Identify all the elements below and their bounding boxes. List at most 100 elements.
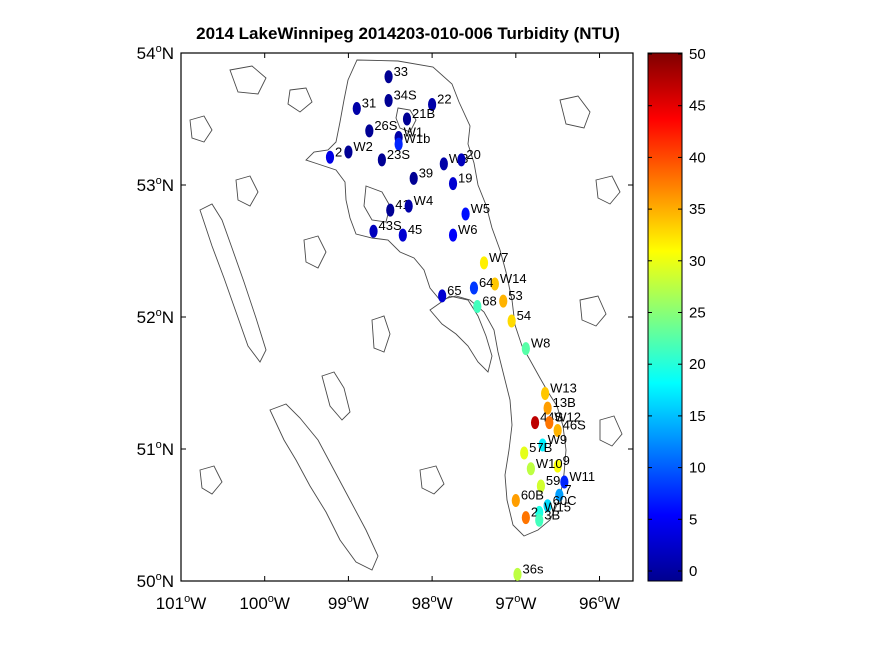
station-label: W8 <box>531 336 551 351</box>
y-tick-label-deg: 50 <box>137 572 156 591</box>
x-tick-label-degree-sign: o <box>514 593 520 605</box>
station-33: 33 <box>384 64 408 84</box>
station-label: 68 <box>482 293 496 308</box>
station-marker <box>377 153 386 167</box>
station-markers: 333134S2221B26SW1W1b2W223SW320391941W4W5… <box>325 64 595 581</box>
station-label: W11 <box>569 469 595 484</box>
colorbar-tick-label: 20 <box>689 356 706 373</box>
station-W15: W15 <box>535 499 571 519</box>
map-axes: 101oW 100oW 99oW 98oW 97oW 96oW 54oN53oN52oN5… <box>137 43 634 613</box>
station-marker <box>428 97 437 111</box>
colorbar-tick-label: 30 <box>689 253 706 270</box>
y-tick-label-hemisphere: N <box>162 44 174 63</box>
station-label: 36s <box>522 561 543 576</box>
station-label: 9 <box>563 453 570 468</box>
station-label: 60C <box>553 493 577 508</box>
station-43S: 43S <box>369 218 402 238</box>
colorbar-tick-label: 15 <box>689 408 706 425</box>
island-peninsula <box>363 185 391 223</box>
station-marker <box>438 289 447 303</box>
colorbar-tick-label: 45 <box>689 98 706 115</box>
station-marker <box>535 513 544 527</box>
y-tick-label-degree-sign: o <box>156 571 162 583</box>
x-tick-label: 96oW <box>579 593 620 613</box>
station-W12: W12 <box>545 410 581 430</box>
x-tick-label: 101oW <box>156 593 207 613</box>
station-label: W4 <box>414 193 434 208</box>
x-tick-label: 98oW <box>412 593 453 613</box>
station-marker <box>538 438 547 452</box>
station-marker <box>513 567 522 581</box>
station-marker <box>530 416 540 430</box>
station-21B: 21B <box>402 106 435 126</box>
y-tick-label-deg: 54 <box>137 44 156 63</box>
y-tick-label-hemisphere: N <box>162 440 174 459</box>
station-label: 2 <box>335 144 342 159</box>
station-marker <box>511 493 520 507</box>
station-W2: W2 <box>344 139 373 159</box>
station-36s: 36s <box>513 561 544 581</box>
station-54: 54 <box>507 308 531 328</box>
station-label: 54 <box>517 308 531 323</box>
station-22: 22 <box>428 91 452 111</box>
station-57B: 57B <box>520 440 552 460</box>
y-tick-label-deg: 52 <box>137 308 156 327</box>
station-marker <box>520 446 529 460</box>
station-label: 60B <box>521 487 544 502</box>
lake-south-1 <box>419 465 445 495</box>
y-tick-label-deg: 53 <box>137 176 156 195</box>
x-tick-label: 100oW <box>239 593 290 613</box>
station-marker <box>490 277 499 291</box>
lake-east-3 <box>579 295 607 327</box>
x-tick-label-degree-sign: o <box>184 593 190 605</box>
station-20: 20 <box>457 147 481 167</box>
y-tick-label-hemisphere: N <box>162 572 174 591</box>
x-tick-label-degree-sign: o <box>268 593 274 605</box>
station-label: W1 <box>404 124 424 139</box>
station-marker <box>553 459 562 473</box>
colorbar-gradient <box>647 52 683 582</box>
station-label: 46S <box>563 418 586 433</box>
lake-west-1 <box>321 371 351 421</box>
station-marker <box>394 137 403 151</box>
station-label: 7 <box>564 482 571 497</box>
x-tick-label-degree-sign: o <box>430 593 436 605</box>
lake-west-4 <box>235 175 259 207</box>
station-7: 7 <box>555 482 572 502</box>
station-label: W15 <box>544 499 571 514</box>
station-marker <box>398 228 407 242</box>
station-label: 59 <box>546 473 560 488</box>
station-label: W12 <box>554 410 581 425</box>
station-46S: 46S <box>553 418 586 438</box>
station-label: 65 <box>447 283 461 298</box>
station-60B: 60B <box>511 487 544 507</box>
station-marker <box>325 150 335 164</box>
station-label: 3B <box>544 507 560 522</box>
station-marker <box>386 203 395 217</box>
station-W10: W10 <box>526 456 563 476</box>
colorbar-tick-label: 25 <box>689 305 706 322</box>
station-31: 31 <box>352 95 376 115</box>
lake-west-2 <box>371 315 391 353</box>
x-tick-label-degree-sign: o <box>347 593 353 605</box>
station-label: 22 <box>437 91 451 106</box>
station-label: W5 <box>471 201 491 216</box>
y-tick-label-degree-sign: o <box>156 307 162 319</box>
x-tick-label-deg: 101 <box>156 594 184 613</box>
station-13B: 13B <box>543 395 576 415</box>
shoreline <box>189 59 623 571</box>
station-marker <box>369 224 378 238</box>
colorbar-tick-label: 50 <box>689 46 706 63</box>
station-label: 43S <box>379 218 402 233</box>
station-label: 57B <box>529 440 552 455</box>
island-north <box>395 107 417 133</box>
station-marker <box>365 124 374 138</box>
x-tick-label-deg: 96 <box>579 594 598 613</box>
lake-north-1 <box>229 65 267 95</box>
station-label: 33 <box>394 64 408 79</box>
station-W7: W7 <box>479 250 509 270</box>
x-tick-label-deg: 99 <box>328 594 347 613</box>
station-marker <box>448 228 458 242</box>
